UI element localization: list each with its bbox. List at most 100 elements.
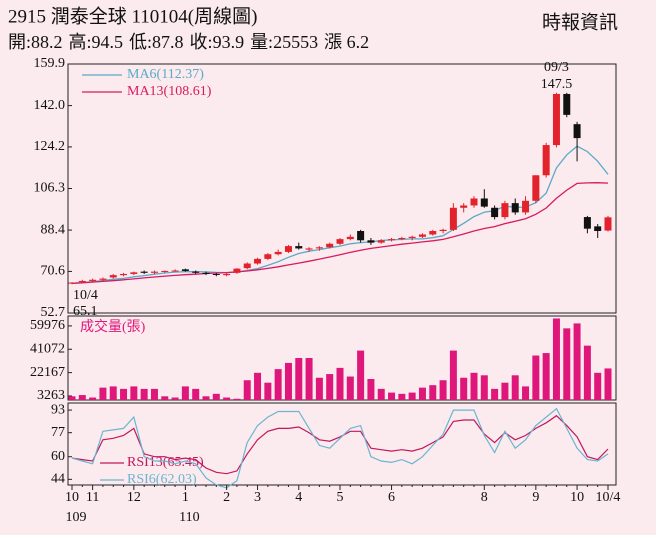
candle-body xyxy=(120,273,128,276)
quote-label: 高: xyxy=(69,32,92,52)
candle-body xyxy=(470,198,478,206)
volume-bar xyxy=(522,386,530,400)
volume-bar xyxy=(161,396,169,400)
quote-value: 25553 xyxy=(273,32,318,52)
quote-value: 94.5 xyxy=(92,32,124,52)
quote-value: 87.8 xyxy=(152,32,184,52)
source: 時報資訊 xyxy=(542,11,618,33)
year-label: 109 xyxy=(66,510,87,525)
x-tick-label: 1 xyxy=(182,490,189,505)
candle-body xyxy=(264,254,272,259)
x-tick-label: 9 xyxy=(532,490,539,505)
candle-body xyxy=(78,280,86,283)
candle-body xyxy=(89,279,97,281)
volume-bar xyxy=(150,388,158,400)
candle-body xyxy=(140,271,148,273)
volume-bar xyxy=(429,385,437,400)
candle-body xyxy=(377,240,385,243)
volume-bar xyxy=(480,375,488,400)
legend-label: MA6(112.37) xyxy=(127,67,204,82)
quote-label: 低: xyxy=(129,32,152,52)
volume-bar xyxy=(449,350,457,400)
volume-bar xyxy=(357,350,365,400)
x-tick-label: 10 xyxy=(570,490,584,505)
volume-bar xyxy=(604,368,612,400)
volume-bar xyxy=(274,369,282,400)
candle-body xyxy=(295,246,303,249)
candle-body xyxy=(439,229,447,232)
candle-body xyxy=(192,271,200,273)
y-tick-label: 159.9 xyxy=(34,56,66,71)
volume-bar xyxy=(233,398,241,400)
candle-body xyxy=(254,258,262,264)
candle-body xyxy=(99,278,107,280)
candle-body xyxy=(305,248,313,250)
title: 2915 潤泰全球 110104(周線圖) xyxy=(8,5,257,27)
volume-bar xyxy=(367,379,375,400)
volume-bar xyxy=(542,353,550,400)
candle-body xyxy=(367,240,375,243)
volume-bar xyxy=(140,388,148,400)
volume-bar xyxy=(439,380,447,400)
y-tick-label: 106.3 xyxy=(34,181,66,196)
volume-bar xyxy=(573,323,581,400)
x-tick-label: 10 xyxy=(65,490,79,505)
volume-bar xyxy=(130,386,138,400)
volume-bar xyxy=(89,397,97,400)
quote-label: 量: xyxy=(250,32,273,52)
candle-body xyxy=(522,200,530,213)
legend-label: RSI6(62.03) xyxy=(127,472,197,487)
candle-body xyxy=(326,243,334,248)
candle-body xyxy=(243,263,251,269)
candle-body xyxy=(552,93,560,146)
x-tick-label: 4 xyxy=(295,490,302,505)
legend-label: RSI13(65.45) xyxy=(127,455,204,470)
candle-body xyxy=(202,272,210,274)
quote: 開:88.2 高:94.5 低:87.8 收:93.9 量:25553 漲 6.2 xyxy=(8,32,369,52)
candle-body xyxy=(346,236,354,240)
y-tick-label: 142.0 xyxy=(34,98,66,113)
candle-body xyxy=(223,273,231,276)
x-tick-label: 8 xyxy=(481,490,488,505)
volume-bar xyxy=(192,388,200,400)
candle-body xyxy=(460,205,468,208)
volume-bar xyxy=(388,392,396,400)
candle-body xyxy=(357,231,365,241)
legend-label: MA13(108.61) xyxy=(127,84,212,99)
candle-body xyxy=(109,275,117,278)
quote-value: 6.2 xyxy=(347,32,370,52)
volume-bar xyxy=(284,362,292,400)
volume-bar xyxy=(315,377,323,400)
y-tick-label: 52.7 xyxy=(41,305,66,320)
candle-body xyxy=(594,226,602,232)
y-tick-label: 93 xyxy=(51,402,65,417)
candle-body xyxy=(212,273,220,275)
candle-body xyxy=(563,93,571,115)
candle-body xyxy=(388,239,396,241)
x-tick-label: 5 xyxy=(337,490,344,505)
x-tick-label: 3 xyxy=(254,490,261,505)
candle-body xyxy=(449,207,457,230)
high-value: 147.5 xyxy=(541,77,573,92)
volume-bar xyxy=(418,387,426,400)
low-date: 10/4 xyxy=(73,288,98,303)
volume-bar xyxy=(254,372,262,400)
volume-bar xyxy=(223,397,231,400)
quote-label: 收: xyxy=(190,32,213,52)
candle-body xyxy=(336,239,344,244)
volume-bar xyxy=(264,382,272,400)
candle-body xyxy=(501,203,509,218)
volume-bar xyxy=(336,367,344,400)
candle-body xyxy=(130,272,138,274)
quote-label: 開: xyxy=(8,32,31,52)
panel-frame xyxy=(67,402,617,486)
x-tick-label: 2 xyxy=(223,490,230,505)
low-value: 65.1 xyxy=(73,304,98,319)
volume-bar xyxy=(501,382,509,400)
quote-label: 漲 xyxy=(324,32,347,52)
volume-bar xyxy=(460,377,468,400)
volume-bar xyxy=(305,358,313,400)
volume-bar xyxy=(171,397,179,400)
